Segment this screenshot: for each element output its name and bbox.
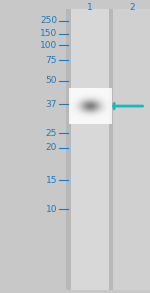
Text: 20: 20 <box>46 144 57 152</box>
Text: 250: 250 <box>40 16 57 25</box>
Text: 10: 10 <box>45 205 57 214</box>
Bar <box>66 9 150 290</box>
Text: 15: 15 <box>45 176 57 185</box>
Text: 150: 150 <box>40 29 57 38</box>
Text: 37: 37 <box>45 100 57 108</box>
Text: 50: 50 <box>45 76 57 85</box>
Bar <box>71 9 109 290</box>
Bar <box>113 9 150 290</box>
Text: 100: 100 <box>40 41 57 50</box>
Text: 25: 25 <box>46 129 57 138</box>
Text: 1: 1 <box>87 3 93 12</box>
Text: 2: 2 <box>129 3 135 12</box>
Text: 75: 75 <box>45 56 57 64</box>
